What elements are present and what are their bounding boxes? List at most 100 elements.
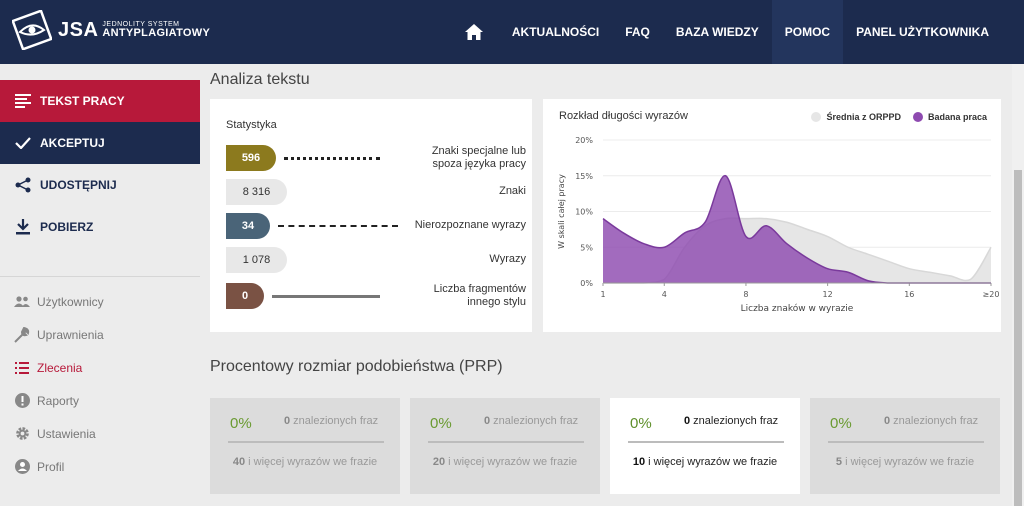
stat-label-line-2: spoza języka pracy	[432, 158, 526, 170]
wrench-icon	[14, 326, 30, 343]
prp-words-count: 40	[232, 456, 246, 468]
legend-label: Badana praca	[927, 112, 987, 122]
stat-dashed-line	[278, 225, 398, 227]
prp-found-phrases: 0 znalezionych fraz	[484, 415, 578, 427]
prp-divider	[628, 441, 784, 443]
prp-found-phrases: 0 znalezionych fraz	[284, 415, 378, 427]
x-tick-label: 1	[600, 290, 605, 299]
prp-card-5[interactable]: 0% 0 znalezionych fraz 5 i więcej wyrazó…	[810, 398, 1000, 494]
prp-words-text: i więcej wyrazów we frazie	[842, 456, 975, 468]
prp-words-threshold: 40 i więcej wyrazów we frazie	[210, 456, 400, 468]
prp-card-10[interactable]: 0% 0 znalezionych fraz 10 i więcej wyraz…	[610, 398, 800, 494]
stat-label-line-2: innego stylu	[467, 296, 526, 308]
share-button[interactable]: UDOSTĘPNIJ	[0, 164, 200, 206]
stat-value-badge: 0	[226, 283, 264, 309]
download-button[interactable]: POBIERZ	[0, 206, 200, 248]
home-icon	[464, 24, 483, 40]
prp-found-text: znalezionych fraz	[690, 415, 779, 427]
prp-divider	[828, 441, 984, 443]
prp-card-20[interactable]: 0% 0 znalezionych fraz 20 i więcej wyraz…	[410, 398, 600, 494]
stat-row-unrecognized-words: 34 Nierozpoznane wyrazy	[226, 213, 526, 239]
list-icon	[14, 360, 30, 376]
sidebar-item-reports-label: Raporty	[37, 393, 80, 408]
sidebar-item-reports[interactable]: Raporty	[0, 384, 200, 417]
sidebar-item-orders-label: Zlecenia	[37, 360, 83, 375]
stat-row-chars: 8 316 Znaki	[226, 179, 526, 205]
legend-label: Średnia z ORPPD	[826, 112, 901, 122]
legend-swatch	[912, 112, 923, 122]
prp-words-threshold: 20 i więcej wyrazów we frazie	[410, 456, 600, 468]
accept-label: AKCEPTUJ	[40, 136, 105, 150]
users-icon	[14, 294, 30, 310]
logo-eye-icon	[12, 10, 52, 50]
y-tick-label: 20%	[575, 136, 593, 145]
stat-label: Nierozpoznane wyrazy	[414, 219, 526, 232]
statistics-title: Statystyka	[226, 119, 277, 131]
chart-title: Rozkład długości wyrazów	[559, 110, 688, 122]
word-length-chart-card: Rozkład długości wyrazów Średnia z ORPPD…	[543, 99, 1001, 332]
y-axis-label: W skali całej pracy	[557, 174, 566, 249]
prp-found-text: znalezionych fraz	[890, 415, 979, 427]
logo-brand: JSA	[58, 18, 99, 41]
stat-value-badge: 596	[226, 145, 276, 171]
prp-found-phrases: 0 znalezionych fraz	[884, 415, 978, 427]
sidebar-item-profile-label: Profil	[37, 459, 65, 474]
prp-words-text: i więcej wyrazów we frazie	[645, 456, 778, 468]
prp-heading: Procentowy rozmiar podobieństwa (PRP)	[210, 358, 503, 375]
sidebar-item-users-label: Użytkownicy	[37, 294, 104, 309]
nav-baza-wiedzy[interactable]: BAZA WIEDZY	[675, 25, 759, 39]
sidebar-item-orders[interactable]: Zlecenia	[0, 351, 200, 384]
sidebar-divider	[0, 276, 200, 277]
logo-line-2: ANTYPLAGIATOWY	[102, 27, 211, 39]
stat-dotted-line	[284, 157, 380, 160]
prp-percent: 0%	[430, 415, 452, 432]
prp-percent: 0%	[830, 415, 852, 432]
prp-words-text: i więcej wyrazów we frazie	[445, 456, 578, 468]
prp-card-40[interactable]: 0% 0 znalezionych fraz 40 i więcej wyraz…	[210, 398, 400, 494]
chart-legend: Średnia z ORPPD Badana praca	[799, 112, 987, 122]
stat-row-words: 1 078 Wyrazy	[226, 247, 526, 273]
x-tick-label: 12	[823, 290, 833, 299]
sidebar-item-users[interactable]: Użytkownicy	[0, 285, 200, 318]
y-tick-label: 10%	[575, 208, 593, 217]
prp-found-count: 0	[484, 415, 491, 427]
logo-line-1: JEDNOLITY SYSTEM	[102, 21, 180, 28]
scrollbar-thumb[interactable]	[1014, 170, 1022, 506]
prp-words-threshold: 5 i więcej wyrazów we frazie	[810, 456, 1000, 468]
sidebar-item-profile[interactable]: Profil	[0, 450, 200, 483]
prp-percent: 0%	[630, 415, 652, 432]
nav-panel-uzytkownika[interactable]: PANEL UŻYTKOWNIKA	[856, 25, 989, 39]
nav-aktualnosci[interactable]: AKTUALNOŚCI	[511, 25, 600, 39]
text-work-button[interactable]: TEKST PRACY	[0, 80, 200, 122]
accept-button[interactable]: AKCEPTUJ	[0, 122, 200, 164]
main-nav: AKTUALNOŚCI FAQ BAZA WIEDZY POMOC PANEL …	[449, 0, 1002, 64]
sidebar-item-permissions[interactable]: Uprawnienia	[0, 318, 200, 351]
stat-label-line-1: Znaki specjalne lub	[431, 144, 526, 157]
legend-item-document[interactable]: Badana praca	[912, 112, 987, 122]
stat-row-style-fragments: 0 Liczba fragmentów innego stylu	[226, 283, 526, 309]
home-link[interactable]	[449, 0, 499, 64]
stat-value-badge: 8 316	[226, 179, 287, 205]
prp-found-count: 0	[884, 415, 891, 427]
stat-value-badge: 34	[226, 213, 270, 239]
x-tick-label: ≥20	[983, 290, 1000, 299]
sidebar: TEKST PRACY AKCEPTUJ UDOSTĘPNIJ POBIERZ …	[0, 80, 200, 483]
y-tick-label: 15%	[575, 172, 593, 181]
download-icon	[14, 218, 32, 236]
nav-pomoc[interactable]: POMOC	[771, 0, 844, 64]
sidebar-item-settings[interactable]: Ustawienia	[0, 417, 200, 450]
legend-swatch	[811, 112, 822, 122]
top-navbar: JSA JEDNOLITY SYSTEM ANTYPLAGIATOWY AKTU…	[0, 0, 1024, 64]
gear-icon	[14, 426, 30, 442]
nav-faq[interactable]: FAQ	[625, 25, 650, 39]
x-axis-label: Liczba znaków w wyrazie	[741, 303, 854, 314]
x-tick-label: 16	[904, 290, 914, 299]
page-scrollbar[interactable]	[1012, 64, 1024, 506]
stat-label: Znaki	[499, 185, 526, 198]
legend-item-average[interactable]: Średnia z ORPPD	[811, 112, 901, 122]
series-area-document	[603, 175, 991, 283]
statistics-card: Statystyka 596 Znaki specjalne lub spoza …	[210, 99, 532, 332]
jsa-logo[interactable]: JSA JEDNOLITY SYSTEM ANTYPLAGIATOWY	[12, 10, 210, 50]
stat-label: Liczba fragmentów innego stylu	[434, 283, 526, 309]
sidebar-item-permissions-label: Uprawnienia	[37, 327, 104, 342]
